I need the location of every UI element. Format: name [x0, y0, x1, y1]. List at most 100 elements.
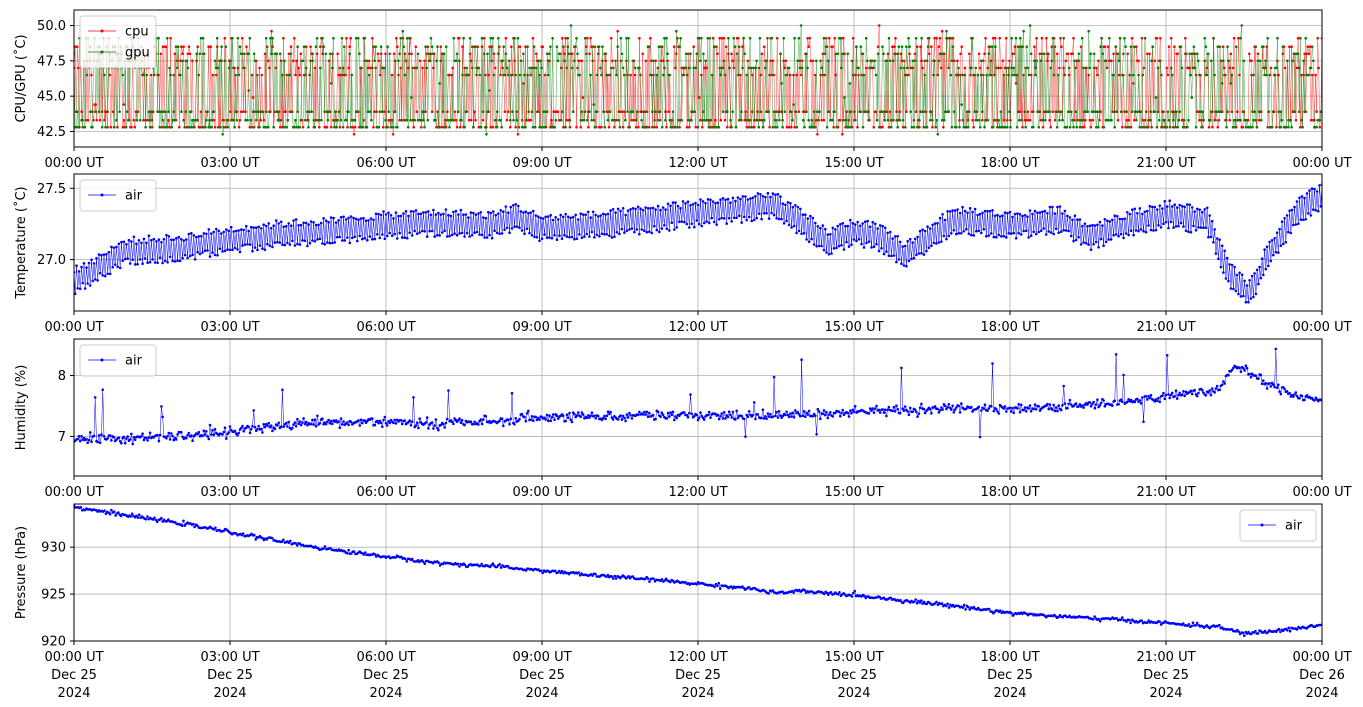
data-point [280, 540, 284, 543]
data-point [872, 66, 876, 70]
data-point [643, 229, 646, 232]
data-point [185, 125, 189, 129]
data-point [608, 412, 611, 416]
data-point [1238, 118, 1241, 122]
data-point [880, 247, 883, 250]
data-point [1121, 400, 1124, 404]
data-point [1223, 382, 1226, 385]
data-point [573, 412, 576, 416]
data-point [411, 557, 414, 561]
data-point [259, 427, 263, 431]
data-point [218, 125, 221, 129]
data-point [381, 425, 384, 429]
data-point [706, 198, 710, 201]
data-point [646, 207, 650, 210]
data-point [1133, 45, 1136, 48]
data-point [415, 110, 419, 113]
data-point [1183, 205, 1186, 209]
data-point [1237, 292, 1240, 296]
data-point [660, 578, 664, 581]
data-point [716, 584, 719, 588]
data-point [1211, 110, 1214, 113]
data-point [779, 414, 782, 417]
data-point [807, 45, 810, 48]
data-point [846, 224, 850, 228]
x-tick-label: 00:00 UT [1292, 320, 1351, 335]
data-point [804, 415, 807, 419]
data-point [1074, 110, 1077, 113]
data-point [553, 418, 556, 422]
data-point [271, 36, 274, 40]
data-point [944, 110, 947, 113]
data-point [314, 223, 318, 227]
data-point [588, 110, 591, 113]
data-point [1164, 220, 1168, 224]
data-point [709, 416, 712, 420]
data-point [591, 45, 594, 48]
data-point [1286, 59, 1289, 63]
data-point [719, 198, 722, 201]
data-point [608, 73, 612, 77]
data-point [1210, 219, 1214, 223]
data-point [1029, 73, 1033, 77]
data-point [1037, 405, 1040, 408]
data-point [1316, 36, 1319, 40]
data-point [104, 512, 108, 516]
data-point [373, 237, 377, 241]
data-point [1264, 382, 1268, 385]
data-point [294, 118, 297, 122]
data-point [973, 207, 977, 211]
data-point [1070, 110, 1073, 113]
data-point [602, 110, 605, 113]
data-point [173, 52, 177, 56]
data-point [95, 256, 98, 260]
data-point [1118, 36, 1122, 40]
data-point [786, 201, 790, 204]
data-point [465, 231, 469, 235]
data-point [548, 414, 551, 417]
data-point [868, 407, 872, 410]
data-point [1074, 402, 1078, 405]
data-point [989, 59, 993, 63]
data-point [287, 420, 291, 424]
data-point [759, 110, 763, 113]
data-point [364, 219, 368, 222]
data-point [478, 233, 481, 236]
data-point [886, 408, 889, 412]
data-point [1133, 400, 1137, 404]
data-point [347, 423, 350, 427]
data-point [481, 110, 485, 113]
data-point [1112, 234, 1115, 237]
data-point [212, 118, 216, 122]
data-point [668, 229, 671, 232]
data-point [258, 66, 261, 70]
data-point [294, 542, 298, 545]
data-point [656, 204, 660, 208]
data-point [273, 427, 277, 431]
data-point [400, 236, 404, 239]
data-point [399, 66, 403, 70]
data-point [694, 66, 698, 70]
data-point [1162, 222, 1165, 226]
data-point [1122, 52, 1125, 56]
data-point [1088, 401, 1092, 404]
data-point [1127, 398, 1130, 401]
data-point [626, 416, 630, 419]
data-point [705, 220, 708, 223]
data-point [429, 213, 433, 217]
data-point [802, 231, 806, 235]
data-point [1050, 59, 1054, 63]
data-point [220, 232, 223, 235]
data-point [691, 203, 695, 206]
data-point [902, 66, 906, 70]
data-point [1217, 110, 1221, 113]
data-point [371, 66, 374, 70]
data-point [360, 66, 363, 70]
data-point [157, 73, 160, 77]
data-point [348, 45, 351, 48]
data-point [1093, 224, 1097, 227]
data-point [1072, 36, 1075, 40]
x-tick-label: 21:00 UT [1136, 485, 1195, 500]
data-point [847, 125, 851, 129]
data-point [870, 409, 873, 413]
